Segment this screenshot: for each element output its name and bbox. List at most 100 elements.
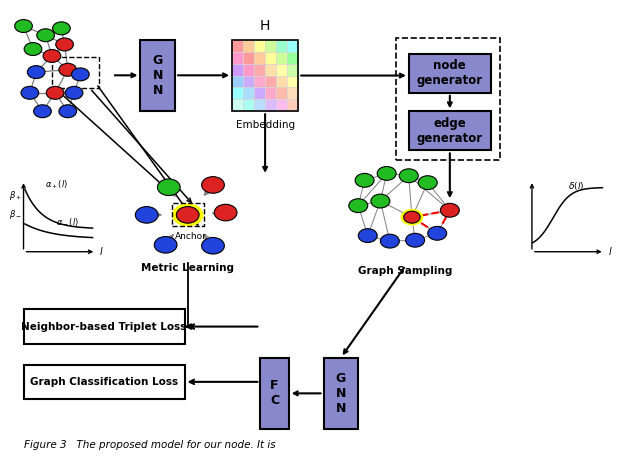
Circle shape <box>202 176 225 193</box>
Circle shape <box>214 204 237 221</box>
Bar <box>243 76 254 87</box>
Bar <box>287 99 298 111</box>
Bar <box>276 87 287 99</box>
Circle shape <box>428 226 447 240</box>
Circle shape <box>28 66 45 79</box>
Circle shape <box>406 233 424 247</box>
Circle shape <box>46 86 64 99</box>
Circle shape <box>380 234 399 248</box>
Text: Neighbor-based Triplet Loss: Neighbor-based Triplet Loss <box>21 322 187 332</box>
Bar <box>276 99 287 111</box>
Circle shape <box>157 179 180 195</box>
Bar <box>287 87 298 99</box>
Bar <box>276 76 287 87</box>
FancyBboxPatch shape <box>409 111 491 151</box>
Text: Graph Classification Loss: Graph Classification Loss <box>30 377 178 387</box>
Circle shape <box>403 210 421 224</box>
Bar <box>276 52 287 64</box>
Text: $l$: $l$ <box>608 245 612 257</box>
FancyBboxPatch shape <box>409 54 491 93</box>
Text: $l$: $l$ <box>99 245 104 257</box>
Circle shape <box>56 38 74 51</box>
Text: edge
generator: edge generator <box>417 117 483 145</box>
Circle shape <box>34 105 51 118</box>
Text: Embedding: Embedding <box>236 120 294 129</box>
Circle shape <box>358 229 377 243</box>
Bar <box>243 40 254 52</box>
Text: $\beta_+$: $\beta_+$ <box>10 189 22 202</box>
Circle shape <box>401 209 423 225</box>
Circle shape <box>349 199 368 213</box>
FancyBboxPatch shape <box>140 40 175 111</box>
FancyBboxPatch shape <box>24 365 184 399</box>
Text: Metric Learning: Metric Learning <box>141 263 234 273</box>
Circle shape <box>399 169 419 182</box>
Circle shape <box>377 166 396 180</box>
Circle shape <box>52 22 70 35</box>
Bar <box>243 99 254 111</box>
Bar <box>232 40 298 111</box>
Circle shape <box>15 19 33 32</box>
Circle shape <box>43 49 61 62</box>
Circle shape <box>154 237 177 253</box>
Bar <box>287 40 298 52</box>
Bar <box>276 64 287 76</box>
Bar <box>254 87 265 99</box>
Circle shape <box>59 105 77 118</box>
Text: Graph Sampling: Graph Sampling <box>358 266 453 275</box>
Text: F
C: F C <box>270 379 279 407</box>
Bar <box>265 76 276 87</box>
Circle shape <box>177 207 199 223</box>
Bar <box>276 40 287 52</box>
Text: $\delta(l)$: $\delta(l)$ <box>568 180 584 192</box>
FancyBboxPatch shape <box>260 358 289 429</box>
Circle shape <box>65 86 83 99</box>
Text: node
generator: node generator <box>417 59 483 87</box>
Text: H: H <box>260 19 270 33</box>
Bar <box>287 52 298 64</box>
Circle shape <box>440 203 460 217</box>
Bar <box>254 52 265 64</box>
Bar <box>243 52 254 64</box>
Text: Figure 3   The proposed model for our node. It is: Figure 3 The proposed model for our node… <box>24 440 275 450</box>
FancyBboxPatch shape <box>24 309 184 344</box>
Bar <box>243 87 254 99</box>
Bar <box>254 76 265 87</box>
Bar <box>254 99 265 111</box>
Circle shape <box>21 86 38 99</box>
Bar <box>243 64 254 76</box>
Circle shape <box>36 29 54 42</box>
Bar <box>232 99 243 111</box>
Text: G
N
N: G N N <box>336 372 346 415</box>
Circle shape <box>59 63 77 76</box>
FancyBboxPatch shape <box>324 358 358 429</box>
Bar <box>265 64 276 76</box>
Bar <box>232 64 243 76</box>
Circle shape <box>371 194 390 208</box>
Circle shape <box>404 211 420 223</box>
Text: $\alpha_+(l)$: $\alpha_+(l)$ <box>45 178 68 191</box>
Bar <box>287 76 298 87</box>
Bar <box>232 52 243 64</box>
Bar <box>232 40 243 52</box>
Bar <box>232 87 243 99</box>
Circle shape <box>202 237 225 254</box>
Text: $\beta_-$: $\beta_-$ <box>10 208 22 221</box>
Bar <box>265 99 276 111</box>
Text: G
N
N: G N N <box>152 54 163 97</box>
Bar <box>265 87 276 99</box>
Circle shape <box>135 207 158 223</box>
Bar <box>287 64 298 76</box>
Bar <box>265 52 276 64</box>
Circle shape <box>419 176 437 189</box>
Circle shape <box>355 173 374 187</box>
Bar <box>254 64 265 76</box>
Text: $\alpha_-(l)$: $\alpha_-(l)$ <box>56 216 79 228</box>
Text: Anchor: Anchor <box>175 232 207 241</box>
Bar <box>232 76 243 87</box>
Circle shape <box>24 43 42 55</box>
Circle shape <box>72 68 89 81</box>
Bar <box>265 40 276 52</box>
Circle shape <box>172 203 204 226</box>
Bar <box>254 40 265 52</box>
